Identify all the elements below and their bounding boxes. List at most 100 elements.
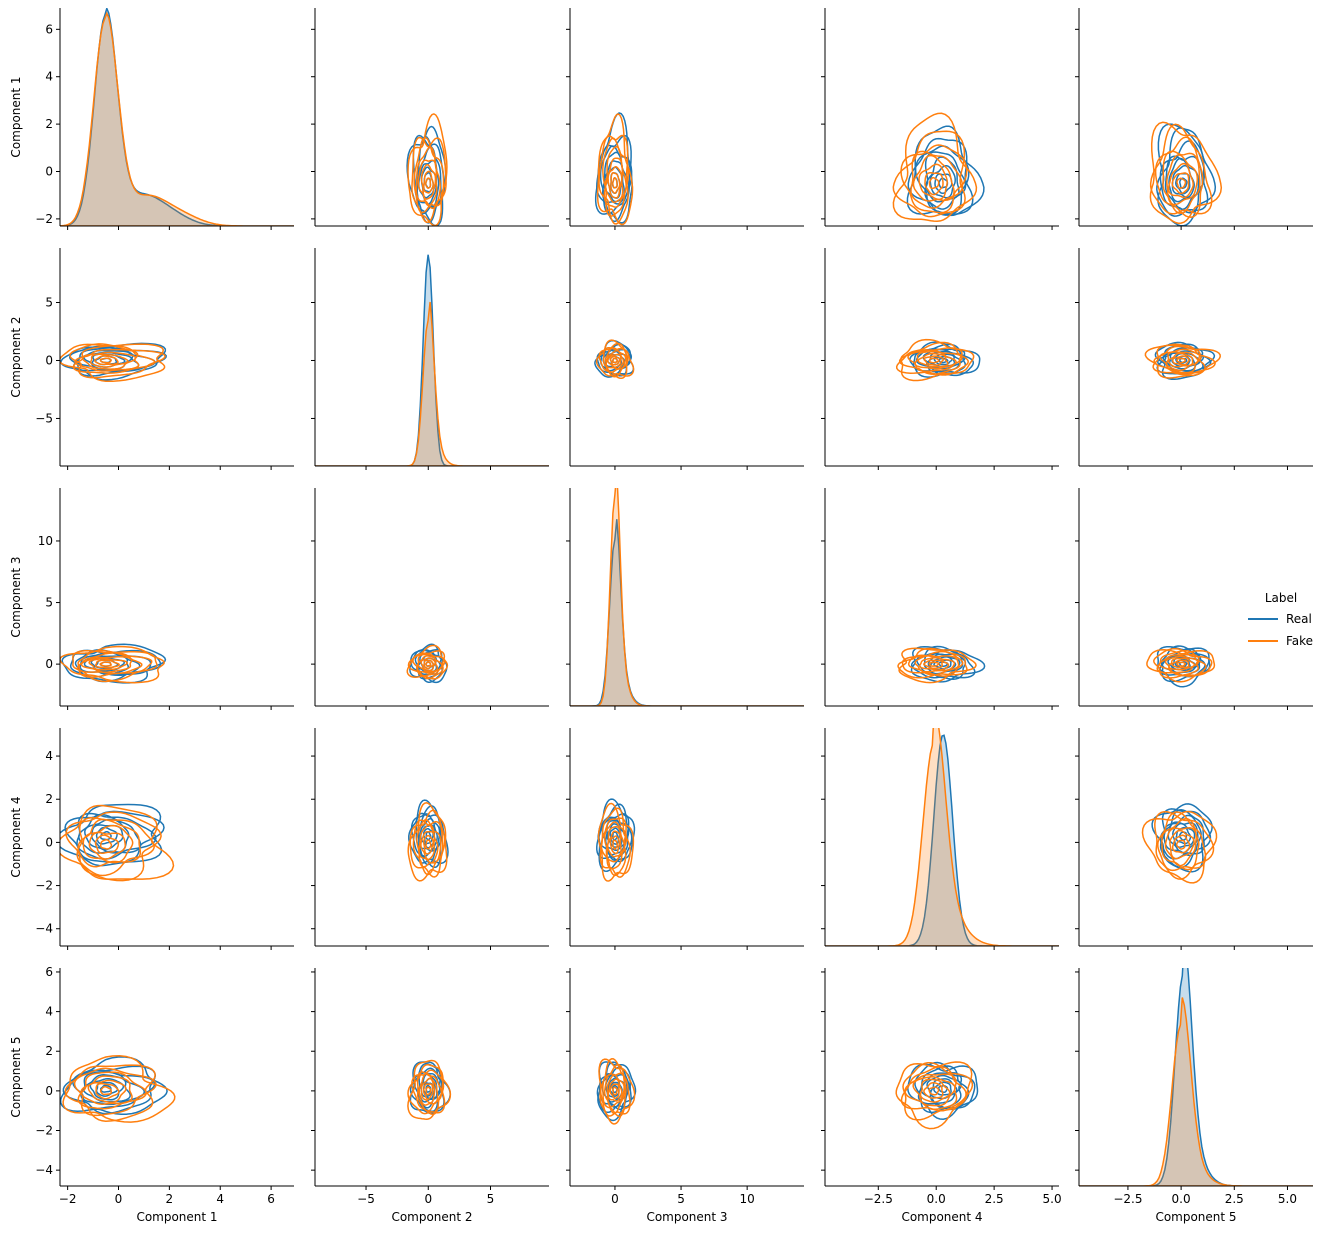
contour-fake-r3-c5-l4	[1158, 653, 1200, 676]
contour-fake-r4-c5-l7	[1171, 834, 1191, 854]
contour-fake-r4-c2-l7	[422, 834, 434, 855]
x-tick-label: 5	[677, 1192, 685, 1206]
panel-content	[594, 112, 634, 226]
contour-real-r2-c3-l2	[596, 343, 633, 377]
contour-fake-r2-c1-l5	[81, 351, 137, 370]
contour-fake-r3-c4-l6	[919, 656, 950, 671]
y-axis-label-component-4: Component 4	[9, 796, 23, 877]
panel-r5-c4: −2.5 0.0 2.5 5.0 Component 4	[821, 968, 1062, 1224]
contour-fake-r5-c1-l8	[99, 1086, 113, 1096]
contour-fake-r2-c1-l8	[99, 357, 112, 364]
contour-fake-r5-c4-l7	[923, 1082, 944, 1099]
contour-fake-r5-c2-l6	[420, 1077, 436, 1104]
y-tick-label: 2	[45, 1044, 53, 1058]
contour-fake-r2-c4-l8	[928, 357, 940, 364]
panel-content	[895, 1061, 979, 1130]
contour-fake-r2-c3-l5	[605, 349, 625, 370]
contour-fake-r4-c5-l4	[1161, 817, 1200, 871]
y-tick-label: −4	[35, 922, 53, 936]
panel-r4-c2	[311, 728, 549, 950]
contour-real-r3-c4-l2	[910, 645, 976, 679]
contour-fake-r1-c5-l2	[1149, 123, 1213, 215]
contour-real-r3-c4-l3	[916, 648, 967, 680]
x-tick-label: 2	[166, 1192, 174, 1206]
contour-fake-r1-c4-l5	[912, 154, 955, 202]
panel-content	[60, 803, 175, 882]
contour-fake-r5-c2-l8	[425, 1086, 432, 1096]
panel-content	[596, 798, 636, 882]
panel-r4-c1: −4 −2 0 2 4 Component 4	[9, 728, 294, 950]
contour-real-r5-c1-l6	[89, 1078, 125, 1101]
contour-fake-r5-c3-l6	[607, 1078, 623, 1102]
panel-r4-c5	[1075, 728, 1313, 950]
contour-real-r4-c5-l4	[1163, 814, 1202, 857]
y-tick-label: 0	[45, 1084, 53, 1098]
contour-fake-r3-c4-l4	[907, 654, 960, 676]
x-tick-label: 5.0	[1043, 1192, 1062, 1206]
panel-content	[60, 643, 167, 684]
contour-fake-r1-c3-l5	[604, 157, 624, 204]
contour-fake-r2-c3-l2	[598, 342, 629, 380]
contour-fake-r5-c2-l3	[411, 1069, 445, 1116]
contour-fake-r5-c1-l3	[73, 1067, 157, 1117]
contour-fake-r4-c5-l5	[1164, 827, 1197, 867]
contour-fake-r4-c3-l4	[603, 821, 628, 870]
contour-fake-r2-c5-l3	[1153, 345, 1206, 374]
panel-r5-c3: 0 5 10 Component 3	[566, 968, 804, 1224]
contour-real-r1-c5-l4	[1164, 155, 1204, 210]
contour-fake-r4-c1-l5	[82, 824, 134, 864]
x-tick-label: 6	[267, 1192, 275, 1206]
panel-content	[1146, 645, 1216, 688]
x-tick-label: 0	[611, 1192, 619, 1206]
contour-fake-r5-c3-l8	[612, 1086, 618, 1096]
panel-r3-c1: 0 5 10 Component 3	[9, 488, 294, 710]
contour-real-r4-c3-l8	[612, 831, 619, 841]
panel-r1-c4	[821, 8, 1059, 230]
legend-title: Label	[1265, 591, 1297, 605]
contour-fake-r1-c2-l1	[407, 113, 448, 226]
contour-real-r5-c4-l5	[926, 1074, 962, 1104]
panel-content	[1144, 341, 1221, 381]
panel-content	[897, 645, 986, 684]
x-tick-label: 0.0	[927, 1192, 946, 1206]
contour-fake-r2-c5-l6	[1167, 352, 1194, 368]
contour-fake-r3-c2-l6	[420, 657, 436, 672]
contour-fake-r1-c2-l8	[424, 177, 432, 189]
y-tick-label: 0	[45, 657, 53, 671]
contour-fake-r3-c4-l8	[928, 661, 940, 667]
contour-fake-r5-c1-l4	[77, 1071, 148, 1110]
x-axis-label-component-3: Component 3	[646, 1210, 727, 1224]
contour-real-r1-c4-l2	[907, 137, 974, 216]
y-tick-label: 0	[45, 835, 53, 849]
x-tick-label: 4	[216, 1192, 224, 1206]
contour-real-r1-c5-l8	[1179, 177, 1188, 189]
y-tick-label: 0	[45, 353, 53, 367]
contour-fake-r5-c1-l6	[87, 1079, 127, 1104]
contour-fake-r1-c5-l1	[1149, 121, 1223, 224]
y-axis-label-component-2: Component 2	[9, 316, 23, 397]
contour-fake-r3-c2-l8	[425, 661, 432, 667]
contour-fake-r4-c1-l1	[60, 804, 175, 880]
contour-real-r1-c4-l6	[929, 164, 956, 199]
panel-content	[406, 113, 448, 226]
contour-fake-r3-c2-l1	[406, 644, 449, 680]
x-tick-label: 5	[487, 1192, 495, 1206]
contour-fake-r3-c5-l8	[1176, 661, 1186, 667]
contour-fake-r3-c1-l4	[76, 652, 143, 675]
diag-kde-fake-5	[1079, 997, 1313, 1186]
contour-real-r5-c4-l8	[938, 1084, 949, 1093]
panel-content	[60, 342, 168, 383]
y-tick-label: −2	[35, 212, 53, 226]
contour-fake-r4-c3-l3	[600, 817, 627, 877]
contour-fake-r1-c3-l8	[612, 177, 618, 189]
contour-fake-r3-c5-l7	[1171, 659, 1190, 669]
panel-r2-c2	[311, 248, 549, 470]
panel-r3-c5	[1075, 488, 1313, 710]
contour-fake-r1-c2-l4	[415, 146, 442, 210]
contour-fake-r1-c2-l3	[413, 136, 445, 214]
contour-fake-r5-c1-l2	[64, 1064, 156, 1122]
y-tick-label: 4	[45, 1005, 53, 1019]
contour-fake-r4-c2-l8	[425, 839, 432, 850]
contour-fake-r2-c3-l6	[607, 353, 622, 368]
diag-kde-fake-4	[825, 728, 1059, 946]
